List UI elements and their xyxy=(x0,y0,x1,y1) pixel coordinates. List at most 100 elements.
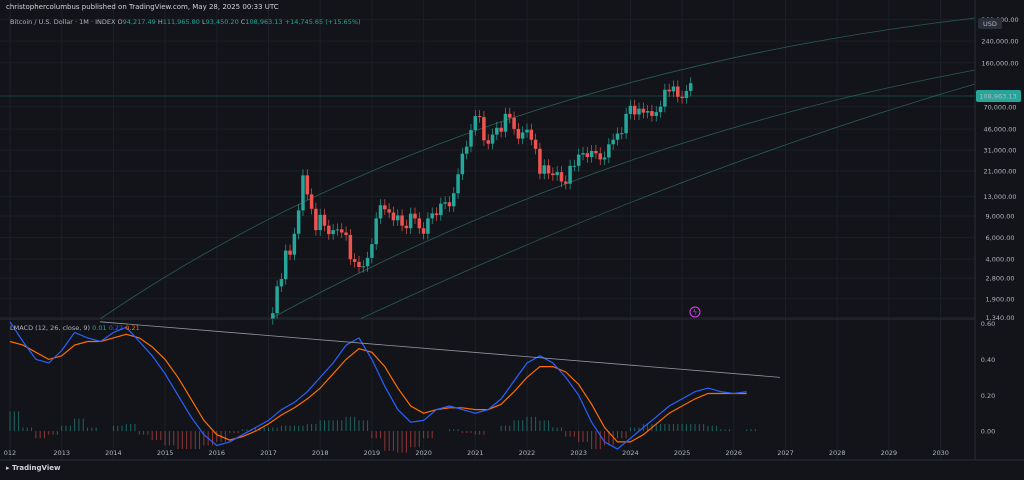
time-tick-label: 2024 xyxy=(622,449,639,457)
candle-body xyxy=(503,113,508,132)
high-value: 111,965.80 xyxy=(162,18,200,26)
candle-body xyxy=(305,175,310,195)
candle-body xyxy=(602,157,607,160)
macd-line-value: 0.22 xyxy=(108,324,124,332)
candle-body xyxy=(663,89,667,107)
candle-body xyxy=(620,133,624,135)
candle-body xyxy=(296,210,301,234)
tradingview-logo-text: TradingView xyxy=(11,464,61,472)
price-tick-label: 9,000.00 xyxy=(986,212,1015,220)
candle-body xyxy=(680,96,684,99)
candle-body xyxy=(473,116,478,131)
candle-body xyxy=(434,213,439,216)
candle-body xyxy=(495,127,499,135)
low-label: L xyxy=(202,18,206,26)
candle-body xyxy=(456,174,460,194)
price-tick-label: 31,000.00 xyxy=(983,147,1016,155)
candle-body xyxy=(581,153,585,155)
candle-body xyxy=(447,202,452,207)
open-label: O xyxy=(117,18,123,26)
candle-body xyxy=(512,117,516,129)
candle-body xyxy=(460,153,465,175)
candle-body xyxy=(572,165,577,167)
macd-tick-label: 0.00 xyxy=(981,428,995,436)
candle-body xyxy=(520,132,525,139)
high-label: H xyxy=(157,18,163,26)
macd-tick-label: 0.60 xyxy=(981,320,995,328)
candle-body xyxy=(452,193,456,207)
candle-body xyxy=(482,117,486,141)
candle-body xyxy=(357,261,361,268)
candle-body xyxy=(271,313,275,319)
candle-body xyxy=(318,214,322,231)
candle-body xyxy=(516,128,521,139)
time-tick-label: 2028 xyxy=(829,449,846,457)
time-tick-label: 2027 xyxy=(777,449,794,457)
candle-body xyxy=(611,139,615,145)
candle-body xyxy=(546,165,551,174)
symbol-name: Bitcoin / U.S. Dollar · 1M · INDEX xyxy=(10,18,116,26)
close-label: C xyxy=(240,18,246,26)
time-tick-label: 2023 xyxy=(570,449,587,457)
last-price-value: 108,963.13 xyxy=(979,93,1016,101)
candle-body xyxy=(279,279,284,287)
candle-body xyxy=(335,229,340,231)
candle-body xyxy=(594,151,598,154)
candle-body xyxy=(408,213,413,229)
candle-body xyxy=(598,153,602,160)
candle-body xyxy=(555,172,559,176)
candle-body xyxy=(477,116,482,118)
macd-legend[interactable]: LMACD (12, 26, close, 9) 0.01 0.22 0.21 xyxy=(10,324,140,332)
candle-body xyxy=(645,111,650,113)
candle-body xyxy=(400,215,404,226)
candle-body xyxy=(426,218,430,234)
low-value: 93,450.20 xyxy=(205,18,239,26)
open-value: 94,217.49 xyxy=(122,18,156,26)
lightning-icon[interactable]: ϟ xyxy=(689,306,701,318)
time-tick-label: 2020 xyxy=(415,449,432,457)
tradingview-logo-icon: ▸ xyxy=(6,464,10,472)
time-tick-label: 2014 xyxy=(105,449,122,457)
candle-body xyxy=(671,86,676,92)
grid xyxy=(0,0,975,460)
candle-body xyxy=(585,153,590,158)
publisher-line: christophercolumbus published on Trading… xyxy=(6,3,279,11)
close-value: 108,963.13 xyxy=(245,18,283,26)
price-tick-label: 4,000.00 xyxy=(986,256,1015,264)
candle-body xyxy=(365,257,370,267)
change-value: +14,745.65 (+15.65%) xyxy=(284,18,361,26)
candle-body xyxy=(387,209,391,213)
candle-body xyxy=(688,83,693,91)
time-tick-label: 2025 xyxy=(674,449,691,457)
price-tick-label: 1,900.00 xyxy=(986,295,1015,303)
price-tick-label: 70,000.00 xyxy=(983,103,1016,111)
tradingview-logo[interactable]: ▸ TradingView xyxy=(6,464,60,472)
candle-body xyxy=(361,266,366,268)
time-tick-label: 2018 xyxy=(312,449,329,457)
macd-axis: 0.60 0.40 0.20 0.00 xyxy=(981,320,995,436)
candle-body xyxy=(288,250,292,255)
candle-body xyxy=(568,165,572,184)
time-tick-label: 2019 xyxy=(364,449,381,457)
candle-body xyxy=(301,175,305,211)
candle-body xyxy=(641,108,646,113)
currency-badge[interactable]: USD xyxy=(978,18,1002,29)
candle-body xyxy=(637,108,641,115)
candle-body xyxy=(632,105,637,115)
candle-body xyxy=(283,250,288,280)
channel-upper xyxy=(99,17,976,320)
time-tick-label: 2021 xyxy=(467,449,484,457)
time-tick-label: 2022 xyxy=(519,449,536,457)
candle-body xyxy=(374,218,378,245)
candle-body xyxy=(508,113,512,118)
time-tick-label: 2026 xyxy=(726,449,743,457)
candle-body xyxy=(564,181,568,184)
svg-text:ϟ: ϟ xyxy=(693,309,698,317)
candle-body xyxy=(529,129,534,140)
candle-body xyxy=(684,90,689,99)
candlestick-series xyxy=(271,77,693,325)
price-tick-label: 46,000.00 xyxy=(983,126,1016,134)
symbol-legend[interactable]: Bitcoin / U.S. Dollar · 1M · INDEX O94,2… xyxy=(10,18,361,26)
price-tick-label: 13,000.00 xyxy=(983,193,1016,201)
